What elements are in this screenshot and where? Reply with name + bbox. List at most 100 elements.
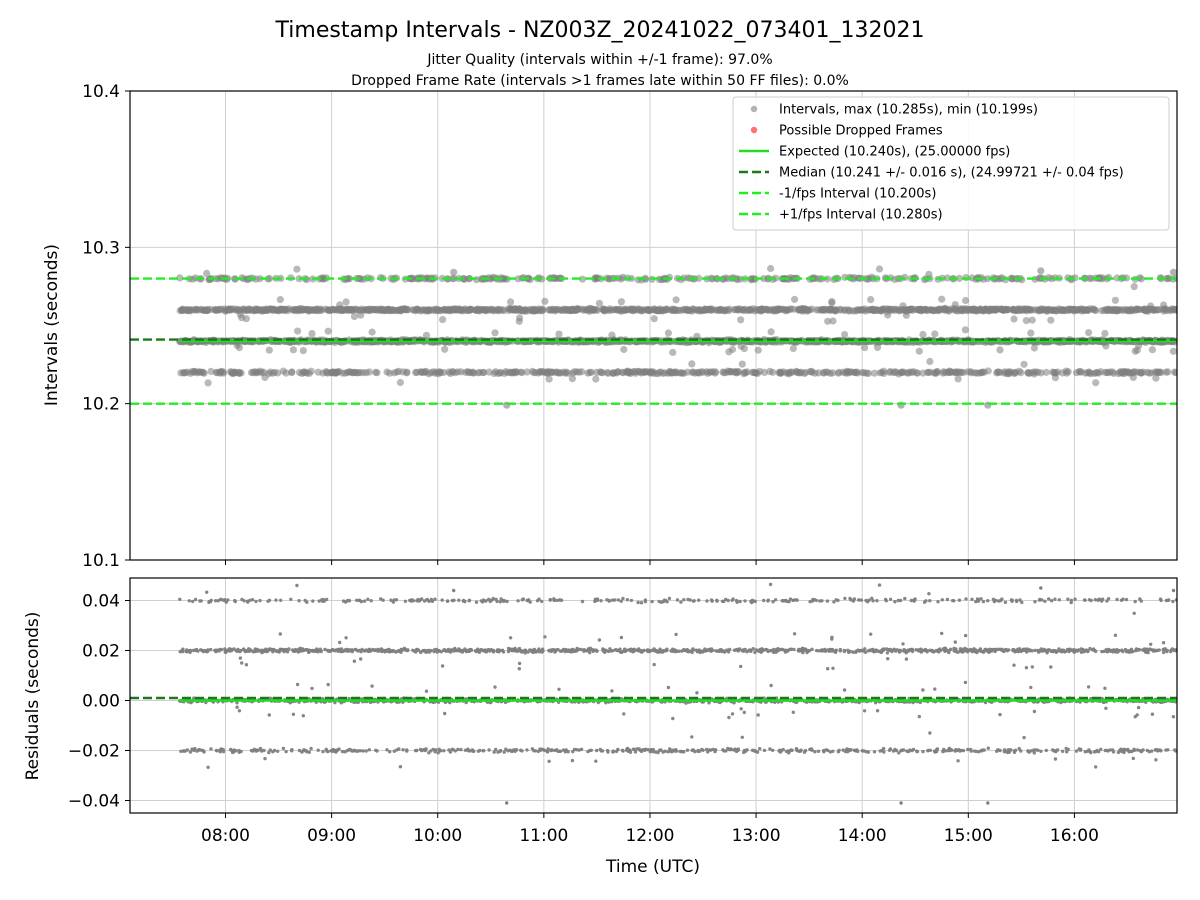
residual-point <box>677 649 681 653</box>
residual-point <box>728 647 732 652</box>
residual-point <box>625 598 630 602</box>
residual-point <box>771 748 775 752</box>
residual-point <box>321 749 325 754</box>
residual-point <box>347 599 352 603</box>
dropped-frame-rate-subtitle: Dropped Frame Rate (intervals >1 frames … <box>351 73 849 89</box>
residual-point <box>469 648 474 652</box>
residual-point <box>181 647 185 651</box>
residual-point <box>398 765 403 769</box>
residual-point <box>438 749 443 753</box>
residual-point <box>652 662 656 667</box>
residual-point <box>587 650 592 655</box>
residual-point <box>749 649 753 653</box>
residual-point <box>494 747 498 752</box>
residual-point <box>436 751 440 755</box>
residual-point <box>362 599 367 603</box>
residual-point <box>234 749 238 753</box>
residuals-panel: −0.04−0.020.000.020.04 08:00 09:00 10:00 11… <box>23 577 1178 877</box>
interval-point <box>507 298 515 306</box>
residual-point <box>267 598 272 602</box>
residual-point <box>309 746 313 751</box>
residual-point <box>338 640 342 645</box>
residual-point <box>810 647 814 651</box>
residual-point <box>517 661 522 666</box>
residual-point <box>472 749 476 753</box>
residual-point <box>595 649 599 653</box>
residual-point <box>688 598 692 602</box>
residual-point <box>420 597 424 601</box>
residual-point <box>695 691 699 695</box>
interval-point <box>235 344 243 352</box>
interval-point <box>237 369 245 377</box>
residual-point <box>667 596 672 601</box>
residual-point <box>611 649 615 653</box>
residual-point <box>787 599 791 604</box>
residual-point <box>301 714 305 718</box>
residual-point <box>477 650 482 654</box>
interval-point <box>672 296 680 304</box>
residual-point <box>533 749 538 753</box>
residual-point <box>276 749 280 753</box>
residual-point <box>254 599 258 604</box>
residual-point <box>559 598 564 602</box>
residual-point <box>766 598 770 602</box>
residual-point <box>606 750 610 754</box>
residual-point <box>484 599 488 603</box>
interval-point <box>913 369 922 377</box>
residual-point <box>803 748 808 753</box>
residual-point <box>322 599 326 603</box>
residual-point <box>375 749 379 753</box>
interval-point <box>829 317 837 325</box>
residual-point <box>333 700 337 705</box>
residual-point <box>284 749 288 754</box>
interval-point <box>396 378 404 387</box>
legend-box <box>732 96 1170 231</box>
residual-point <box>268 748 272 752</box>
interval-point <box>265 274 274 283</box>
interval-point <box>207 367 215 375</box>
interval-point <box>737 316 745 324</box>
residual-point <box>745 748 749 752</box>
intervals-y-axis-label: Intervals (seconds) <box>42 244 62 406</box>
residual-point <box>691 648 696 652</box>
interval-point <box>767 328 775 336</box>
residual-point <box>521 597 526 601</box>
residual-point <box>516 599 520 603</box>
interval-point <box>669 348 677 356</box>
residual-point <box>403 599 408 603</box>
residual-point <box>636 600 640 605</box>
intervals-x-ticks <box>225 560 1075 565</box>
residual-point <box>279 598 283 602</box>
interval-point <box>728 345 737 354</box>
residual-point <box>214 599 218 603</box>
residual-point <box>515 748 519 752</box>
residual-point <box>453 749 457 753</box>
residual-point <box>659 748 663 752</box>
legend: Intervals, max (10.285s), min (10.199s) … <box>732 96 1170 231</box>
interval-point <box>828 298 836 306</box>
residual-point <box>621 596 625 601</box>
residual-point <box>492 750 496 754</box>
legend-label-dropped-frames: Possible Dropped Frames <box>779 124 943 139</box>
residual-point <box>555 598 560 603</box>
interval-point <box>841 331 849 339</box>
residual-point <box>693 749 697 754</box>
residual-point <box>272 748 277 753</box>
residual-point <box>580 599 585 604</box>
residual-point <box>310 686 314 691</box>
residual-point <box>769 683 773 688</box>
residual-point <box>235 705 239 709</box>
residual-point <box>619 599 623 603</box>
interval-point <box>1111 296 1119 304</box>
residual-point <box>738 599 742 604</box>
residual-point <box>505 599 509 604</box>
interval-point <box>1037 369 1045 377</box>
residual-point <box>621 749 625 753</box>
residual-point <box>433 597 437 601</box>
residual-point <box>550 748 554 752</box>
residual-point <box>610 689 614 693</box>
interval-point <box>1137 275 1145 283</box>
residual-point <box>202 750 206 754</box>
residual-point <box>525 748 529 752</box>
